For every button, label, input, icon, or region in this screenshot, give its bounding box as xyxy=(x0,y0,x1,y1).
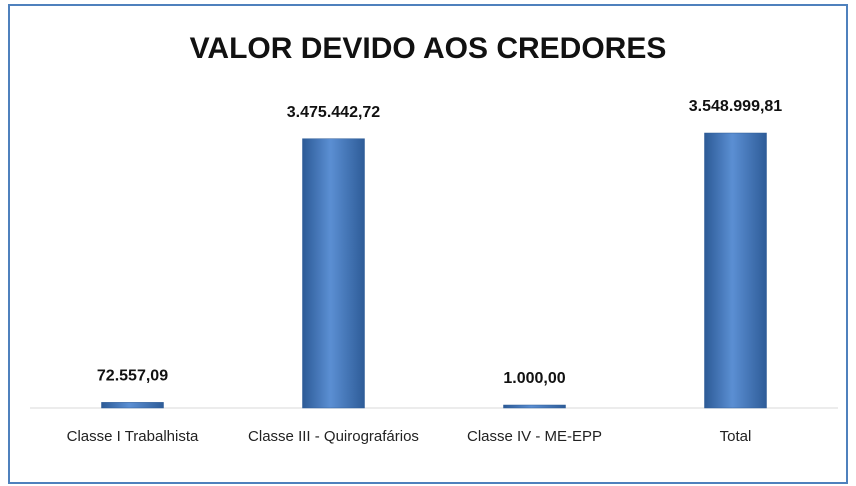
value-label: 72.557,09 xyxy=(97,368,168,385)
x-tick-label: Total xyxy=(719,428,752,445)
x-tick-label: Classe IV - ME-EPP xyxy=(466,428,603,445)
bar xyxy=(101,402,164,409)
x-tick-label: Classe I Trabalhista xyxy=(66,428,199,445)
chart-frame xyxy=(8,4,848,484)
value-label: 1.000,00 xyxy=(503,370,565,387)
bar xyxy=(503,404,566,409)
bar xyxy=(704,132,767,409)
value-label: 3.475.442,72 xyxy=(287,104,381,121)
value-label: 3.548.999,81 xyxy=(689,98,783,115)
x-tick-label: Classe III - Quirografários xyxy=(248,428,419,445)
bar xyxy=(302,138,365,409)
chart-title: VALOR DEVIDO AOS CREDORES xyxy=(190,32,667,65)
